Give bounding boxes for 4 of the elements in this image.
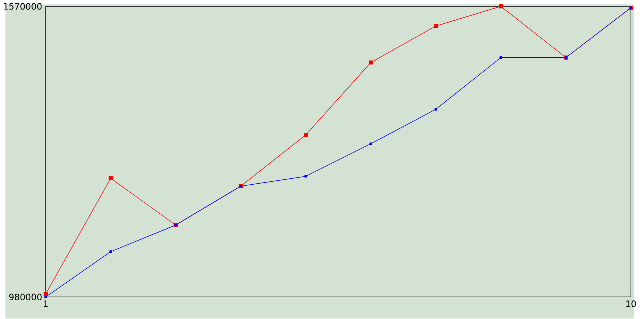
x-tick-label: 10 [626,300,636,308]
y-tick-label: 980000 [9,294,42,301]
y-tick-label: 1570000 [4,3,42,10]
x-tick-label: 1 [44,300,48,308]
